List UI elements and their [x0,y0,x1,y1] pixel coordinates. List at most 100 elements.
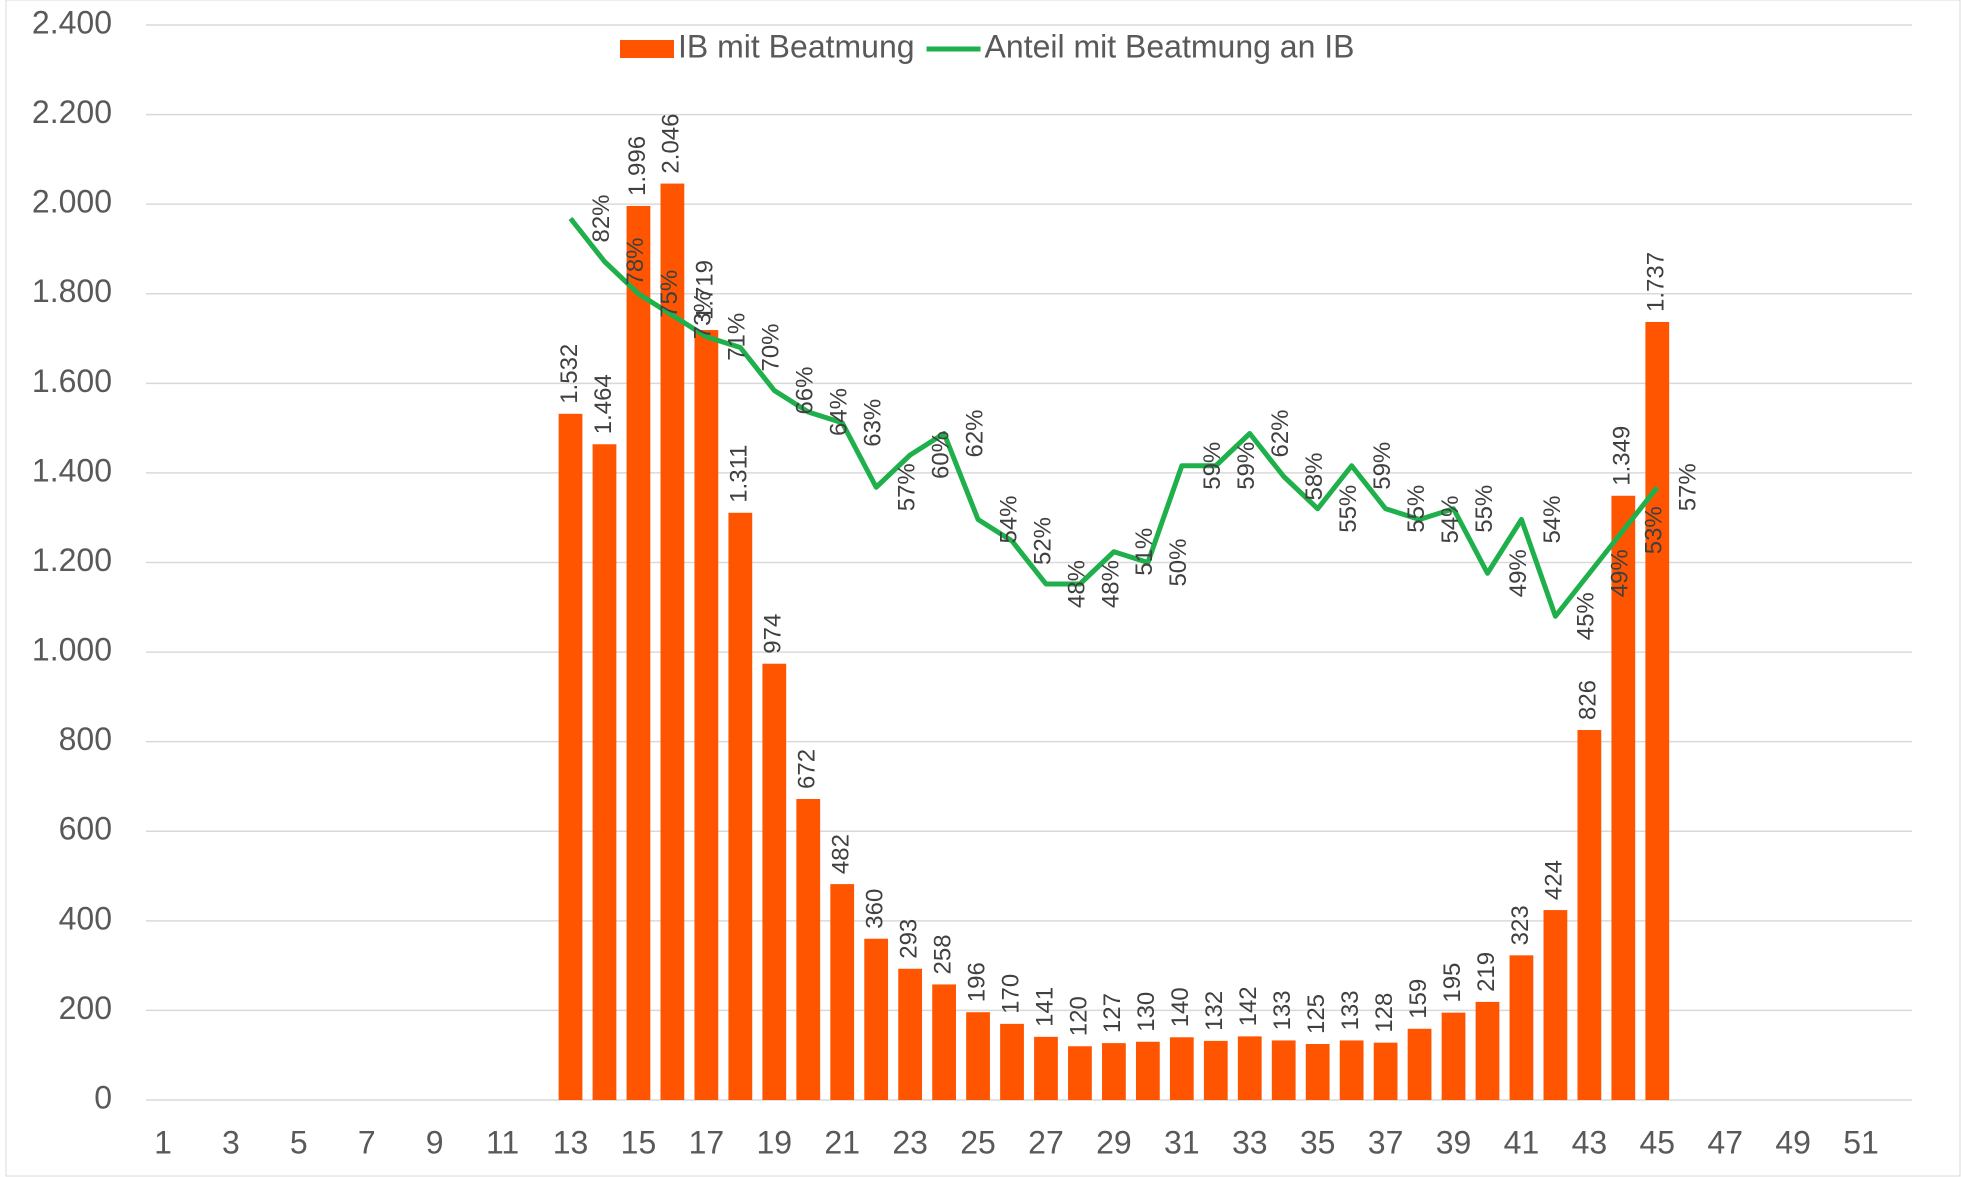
data-label: 170 [997,974,1024,1014]
bar [1407,1028,1432,1100]
x-tick-label: 43 [1572,1124,1608,1160]
data-label: 55% [1335,485,1362,533]
x-tick-label: 37 [1368,1124,1404,1160]
data-label: 130 [1133,992,1160,1032]
x-tick-label: 9 [426,1124,444,1160]
legend-swatch [620,40,674,58]
x-tick-label: 41 [1504,1124,1540,1160]
data-label: 62% [1267,409,1294,457]
y-tick-label: 2.400 [32,4,112,40]
bar [932,984,956,1100]
bar [1034,1036,1058,1100]
data-label: 1.464 [590,374,617,434]
x-tick-label: 33 [1232,1124,1268,1160]
bar [1475,1001,1500,1100]
data-label: 59% [1199,442,1226,490]
data-label: 49% [1607,549,1634,597]
x-tick-label: 21 [824,1124,860,1160]
y-tick-label: 200 [59,990,112,1026]
data-label: 133 [1337,990,1364,1030]
x-tick-label: 3 [222,1124,240,1160]
data-label: 127 [1099,993,1126,1033]
data-label: 482 [828,834,855,874]
bar [1577,730,1602,1100]
legend-label: Anteil mit Beatmung an IB [985,28,1355,64]
x-tick-label: 27 [1028,1124,1064,1160]
data-label: 120 [1065,996,1092,1036]
data-label: 141 [1031,987,1058,1027]
data-label: 54% [1437,495,1464,543]
data-label: 59% [1233,442,1260,490]
data-label: 125 [1303,994,1330,1034]
bar [1339,1040,1364,1100]
data-label: 293 [895,919,922,959]
x-tick-label: 29 [1096,1124,1132,1160]
bar [1509,955,1534,1100]
data-label: 1.996 [624,136,651,196]
x-tick-label: 25 [960,1124,996,1160]
x-tick-label: 17 [689,1124,725,1160]
y-tick-label: 400 [59,900,112,936]
data-label: 196 [963,962,990,1002]
data-label: 159 [1405,979,1432,1019]
line [568,216,1660,619]
data-label: 1.719 [692,260,719,320]
y-tick-label: 0 [94,1079,112,1115]
bar [864,938,889,1100]
data-label: 132 [1201,991,1228,1031]
data-label: 54% [995,495,1022,543]
x-tick-label: 13 [553,1124,589,1160]
y-tick-label: 1.800 [32,273,112,309]
data-label: 70% [758,323,785,371]
y-tick-label: 800 [59,721,112,757]
bar [1068,1046,1092,1100]
bar [1237,1036,1262,1100]
data-label: 142 [1235,986,1262,1026]
data-label: 52% [1029,517,1056,565]
y-tick-label: 1.600 [32,363,112,399]
bar [694,330,719,1100]
bar [1203,1040,1228,1100]
data-label: 360 [862,889,889,929]
bar [898,968,923,1100]
y-tick-label: 2.200 [32,94,112,130]
data-label: 826 [1575,680,1602,720]
bar [796,799,821,1100]
data-label: 66% [792,366,819,414]
data-label: 219 [1473,952,1500,992]
data-label: 64% [826,388,853,436]
data-label: 62% [961,409,988,457]
x-tick-label: 35 [1300,1124,1336,1160]
x-tick-label: 5 [290,1124,308,1160]
bar [626,205,651,1101]
data-label: 50% [1165,538,1192,586]
data-label: 45% [1573,592,1600,640]
bar [762,663,787,1100]
y-tick-label: 2.000 [32,184,112,220]
data-label: 48% [1063,560,1090,608]
data-label: 75% [656,270,683,318]
data-label: 54% [1539,495,1566,543]
bar [1611,495,1636,1101]
bar [1135,1041,1160,1100]
data-label: 58% [1301,452,1328,500]
data-label: 424 [1541,860,1568,900]
y-tick-label: 1.400 [32,452,112,488]
data-label: 128 [1371,993,1398,1033]
bar [1543,910,1568,1100]
y-tick-label: 1.000 [32,632,112,668]
x-tick-label: 45 [1639,1124,1675,1160]
data-label: 140 [1167,987,1194,1027]
data-label: 323 [1507,905,1534,945]
legend-label: IB mit Beatmung [678,28,915,64]
data-label: 60% [927,431,954,479]
data-label: 1.737 [1643,252,1670,312]
data-label: 2.046 [658,114,685,174]
data-label: 258 [929,934,956,974]
bar [830,884,855,1100]
data-label: 672 [794,749,821,789]
data-label: 55% [1471,485,1498,533]
y-tick-label: 600 [59,811,112,847]
bar [1645,321,1670,1100]
data-label: 1.311 [726,445,753,503]
